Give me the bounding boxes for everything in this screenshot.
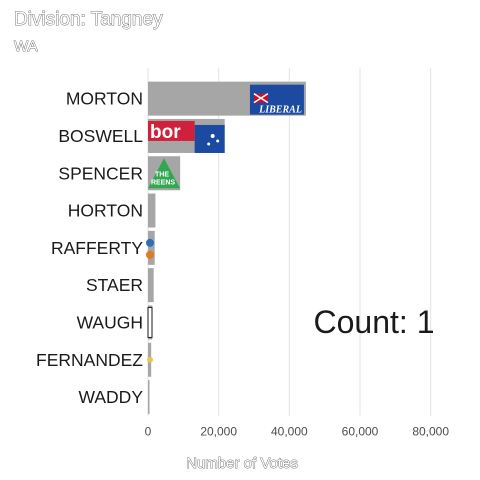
category-label: HORTON <box>68 201 143 221</box>
x-tick-labels: 0 20,000 40,000 60,000 80,000 <box>145 425 450 439</box>
labor-logo: bor <box>148 120 225 153</box>
x-axis-label: Number of Votes <box>186 455 298 472</box>
liberal-logo: LIBERAL <box>249 84 304 116</box>
chart-title: Division: Tangney <box>14 9 163 30</box>
category-labels: MORTON BOSWELL SPENCER HORTON RAFFERTY STAER W… <box>36 89 143 407</box>
svg-text:LIBERAL: LIBERAL <box>258 105 302 116</box>
category-label: MORTON <box>66 89 143 109</box>
party-logo <box>146 238 154 259</box>
category-label: STAER <box>86 275 143 295</box>
x-tick-label: 0 <box>145 425 152 439</box>
bar <box>148 193 156 228</box>
party-logo <box>147 306 153 338</box>
category-label: FERNANDEZ <box>36 350 143 370</box>
bar <box>148 230 155 265</box>
x-tick-label: 40,000 <box>271 425 308 439</box>
category-label: WAUGH <box>77 312 143 332</box>
svg-text:THE: THE <box>155 171 169 178</box>
category-label: BOSWELL <box>58 126 143 146</box>
x-tick-label: 20,000 <box>200 425 237 439</box>
bar <box>148 380 150 415</box>
party-logo <box>147 356 153 363</box>
category-label: WADDY <box>79 387 144 407</box>
x-tick-label: 60,000 <box>342 425 379 439</box>
chart-subtitle: WA <box>14 38 38 55</box>
x-tick-label: 80,000 <box>412 425 449 439</box>
svg-text:REENS: REENS <box>151 179 175 186</box>
category-label: RAFFERTY <box>51 238 143 258</box>
bar <box>148 268 154 303</box>
count-annotation: Count: 1 <box>314 304 435 340</box>
category-label: SPENCER <box>58 163 143 183</box>
svg-text:bor: bor <box>150 122 181 143</box>
